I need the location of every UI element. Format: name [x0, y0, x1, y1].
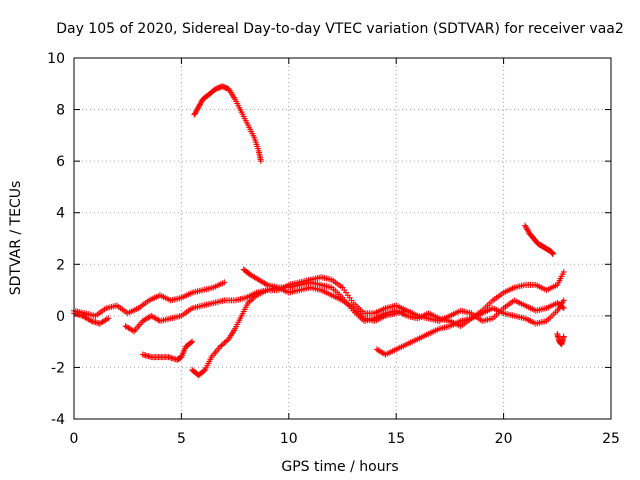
data-point	[522, 222, 529, 229]
series-arc-9	[522, 222, 557, 257]
data-point	[252, 293, 259, 300]
y-tick-label: -4	[51, 412, 65, 428]
data-point	[188, 339, 195, 346]
data-point	[222, 338, 229, 345]
data-point	[194, 106, 201, 113]
data-point	[224, 337, 231, 344]
data-point	[560, 297, 567, 304]
x-axis-ticks: 0 5 10 15 20 25	[70, 58, 620, 447]
x-tick-label: 5	[177, 431, 186, 447]
y-tick-label: -2	[51, 360, 65, 376]
data-point	[244, 299, 251, 306]
data-point	[219, 341, 226, 348]
series-arc-8	[373, 269, 567, 358]
data-point	[189, 338, 196, 345]
data-point	[221, 279, 228, 286]
series-arc-4	[139, 338, 196, 363]
data-point	[262, 281, 269, 288]
series-arc-2	[71, 279, 228, 319]
data-point	[198, 98, 205, 105]
data-point	[195, 103, 202, 110]
data-point	[194, 105, 201, 112]
y-tick-label: 0	[56, 309, 65, 325]
data-point	[522, 223, 529, 230]
data-point	[193, 107, 200, 114]
x-axis-label: GPS time / hours	[281, 459, 398, 475]
data-points	[71, 83, 567, 379]
data-point	[105, 315, 112, 322]
y-tick-label: 10	[47, 51, 65, 67]
data-point	[247, 297, 254, 304]
data-point	[246, 298, 253, 305]
series-arc-7	[240, 266, 567, 330]
data-point	[249, 296, 256, 303]
data-point	[560, 269, 567, 276]
data-point	[103, 316, 110, 323]
data-point	[550, 250, 557, 257]
y-tick-label: 6	[56, 154, 65, 170]
series-arc-1	[71, 310, 112, 327]
x-tick-label: 0	[70, 431, 79, 447]
x-tick-label: 10	[280, 431, 298, 447]
grid-lines	[74, 58, 611, 419]
chart-title: Day 105 of 2020, Sidereal Day-to-day VTE…	[56, 21, 624, 37]
series-arc-10	[554, 330, 567, 348]
data-point	[524, 226, 531, 233]
data-point	[560, 333, 567, 340]
data-point	[192, 109, 199, 116]
data-point	[86, 317, 93, 324]
y-axis-label: SDTVAR / TECUs	[8, 181, 24, 296]
data-point	[200, 367, 207, 374]
data-point	[197, 101, 204, 108]
data-point	[192, 110, 199, 117]
data-point	[221, 339, 228, 346]
data-point	[196, 102, 203, 109]
y-tick-label: 8	[56, 103, 65, 119]
data-point	[250, 294, 257, 301]
x-tick-label: 25	[602, 431, 620, 447]
data-point	[217, 343, 224, 350]
data-point	[257, 158, 264, 165]
y-tick-label: 4	[56, 206, 65, 222]
data-point	[218, 342, 225, 349]
data-point	[197, 100, 204, 107]
y-axis-ticks: -4 -2 0 2 4 6 8 10	[47, 51, 611, 428]
x-tick-label: 20	[495, 431, 513, 447]
data-point	[523, 225, 530, 232]
data-point	[191, 111, 198, 118]
data-point	[524, 227, 531, 234]
data-point	[129, 327, 136, 334]
series-arc-5	[191, 83, 264, 165]
plot-frame	[73, 57, 612, 420]
y-tick-label: 2	[56, 257, 65, 273]
data-point	[560, 305, 567, 312]
x-tick-label: 15	[387, 431, 405, 447]
